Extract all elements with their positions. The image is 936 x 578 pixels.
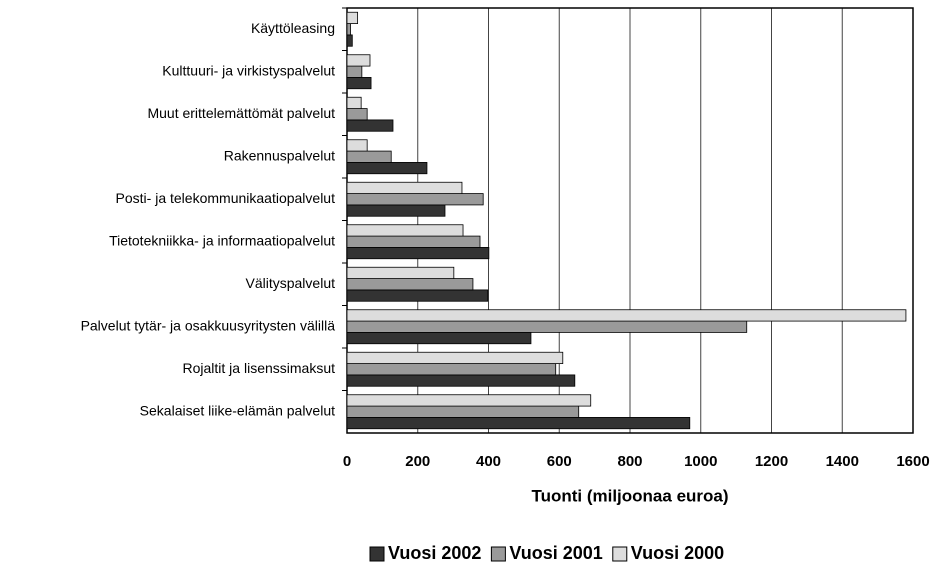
legend-swatch: [369, 546, 385, 562]
bar: [346, 139, 368, 152]
bar: [346, 247, 490, 260]
x-tick-label: 1000: [684, 453, 717, 470]
bar: [346, 363, 557, 376]
bar: [346, 235, 481, 248]
bar: [346, 77, 372, 90]
bar: [346, 54, 371, 67]
bar: [346, 320, 748, 333]
x-axis-label: Tuonti (miljoonaa euroa): [531, 486, 728, 505]
bar: [346, 65, 363, 78]
legend-swatch: [612, 546, 628, 562]
bar: [346, 96, 362, 109]
y-tick-label: Rojaltit ja lisenssimaksut: [183, 360, 336, 376]
bar: [346, 193, 484, 206]
legend-label: Vuosi 2002: [388, 543, 481, 563]
x-tick-label: 0: [343, 453, 351, 470]
legend-swatch: [490, 546, 506, 562]
y-tick-label: Välityspalvelut: [246, 275, 336, 291]
bar: [346, 289, 489, 302]
y-tick-label: Posti- ja telekommunikaatiopalvelut: [116, 190, 336, 206]
x-tick-label: 1400: [826, 453, 859, 470]
x-tick-label: 1200: [755, 453, 788, 470]
x-tick-label: 600: [547, 453, 572, 470]
x-tick-label: 200: [405, 453, 430, 470]
bar: [346, 374, 576, 387]
bar: [346, 309, 907, 322]
y-tick-label: Muut erittelemättömät palvelut: [147, 105, 335, 121]
bar: [346, 204, 446, 217]
bar: [346, 119, 394, 132]
bar: [346, 108, 368, 121]
bar: [346, 11, 359, 24]
bar: [346, 351, 564, 364]
bar: [346, 162, 428, 175]
bar: [346, 332, 532, 345]
bar: [346, 150, 392, 163]
bar: [346, 278, 474, 291]
y-tick-label: Sekalaiset liike-elämän palvelut: [140, 402, 335, 418]
x-tick-label: 800: [617, 453, 642, 470]
bar: [346, 417, 691, 430]
y-tick-label: Tietotekniikka- ja informaatiopalvelut: [109, 232, 335, 248]
y-tick-label: Kulttuuri- ja virkistyspalvelut: [162, 62, 335, 78]
bar: [346, 405, 580, 418]
x-tick-label: 400: [476, 453, 501, 470]
bar: [346, 23, 351, 36]
legend-label: Vuosi 2000: [631, 543, 724, 563]
bar: [346, 224, 464, 237]
x-tick-label: 1600: [896, 453, 929, 470]
y-tick-label: Käyttöleasing: [251, 20, 335, 36]
bar: [346, 394, 592, 407]
legend-label: Vuosi 2001: [509, 543, 602, 563]
bar: [346, 181, 463, 194]
bar: [346, 34, 353, 47]
bar: [346, 266, 455, 279]
y-tick-label: Palvelut tytär- ja osakkuusyritysten väl…: [81, 317, 336, 333]
y-tick-label: Rakennuspalvelut: [224, 147, 335, 163]
